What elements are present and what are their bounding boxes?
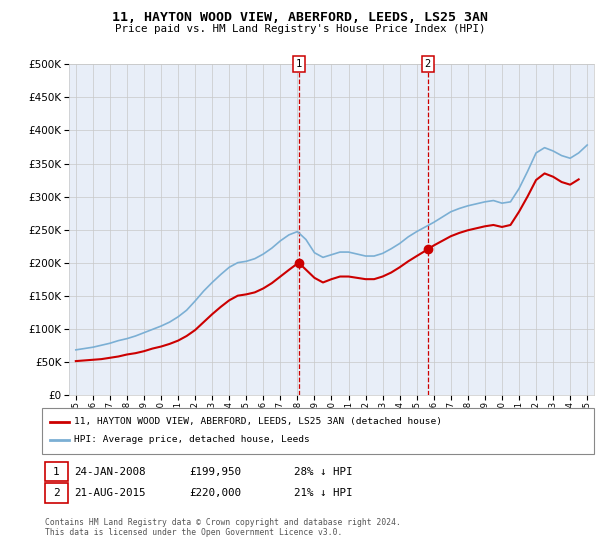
Text: 28% ↓ HPI: 28% ↓ HPI — [294, 466, 353, 477]
Text: 2: 2 — [53, 488, 60, 498]
Text: 11, HAYTON WOOD VIEW, ABERFORD, LEEDS, LS25 3AN: 11, HAYTON WOOD VIEW, ABERFORD, LEEDS, L… — [112, 11, 488, 24]
Text: 21% ↓ HPI: 21% ↓ HPI — [294, 488, 353, 498]
Text: 1: 1 — [295, 59, 302, 69]
Text: Contains HM Land Registry data © Crown copyright and database right 2024.
This d: Contains HM Land Registry data © Crown c… — [45, 518, 401, 538]
Text: £199,950: £199,950 — [189, 466, 241, 477]
Text: 21-AUG-2015: 21-AUG-2015 — [74, 488, 145, 498]
Text: 2: 2 — [425, 59, 431, 69]
Text: £220,000: £220,000 — [189, 488, 241, 498]
Text: HPI: Average price, detached house, Leeds: HPI: Average price, detached house, Leed… — [74, 435, 310, 444]
Text: Price paid vs. HM Land Registry's House Price Index (HPI): Price paid vs. HM Land Registry's House … — [115, 24, 485, 34]
Text: 24-JAN-2008: 24-JAN-2008 — [74, 466, 145, 477]
Text: 11, HAYTON WOOD VIEW, ABERFORD, LEEDS, LS25 3AN (detached house): 11, HAYTON WOOD VIEW, ABERFORD, LEEDS, L… — [74, 417, 442, 426]
Text: 1: 1 — [53, 466, 60, 477]
